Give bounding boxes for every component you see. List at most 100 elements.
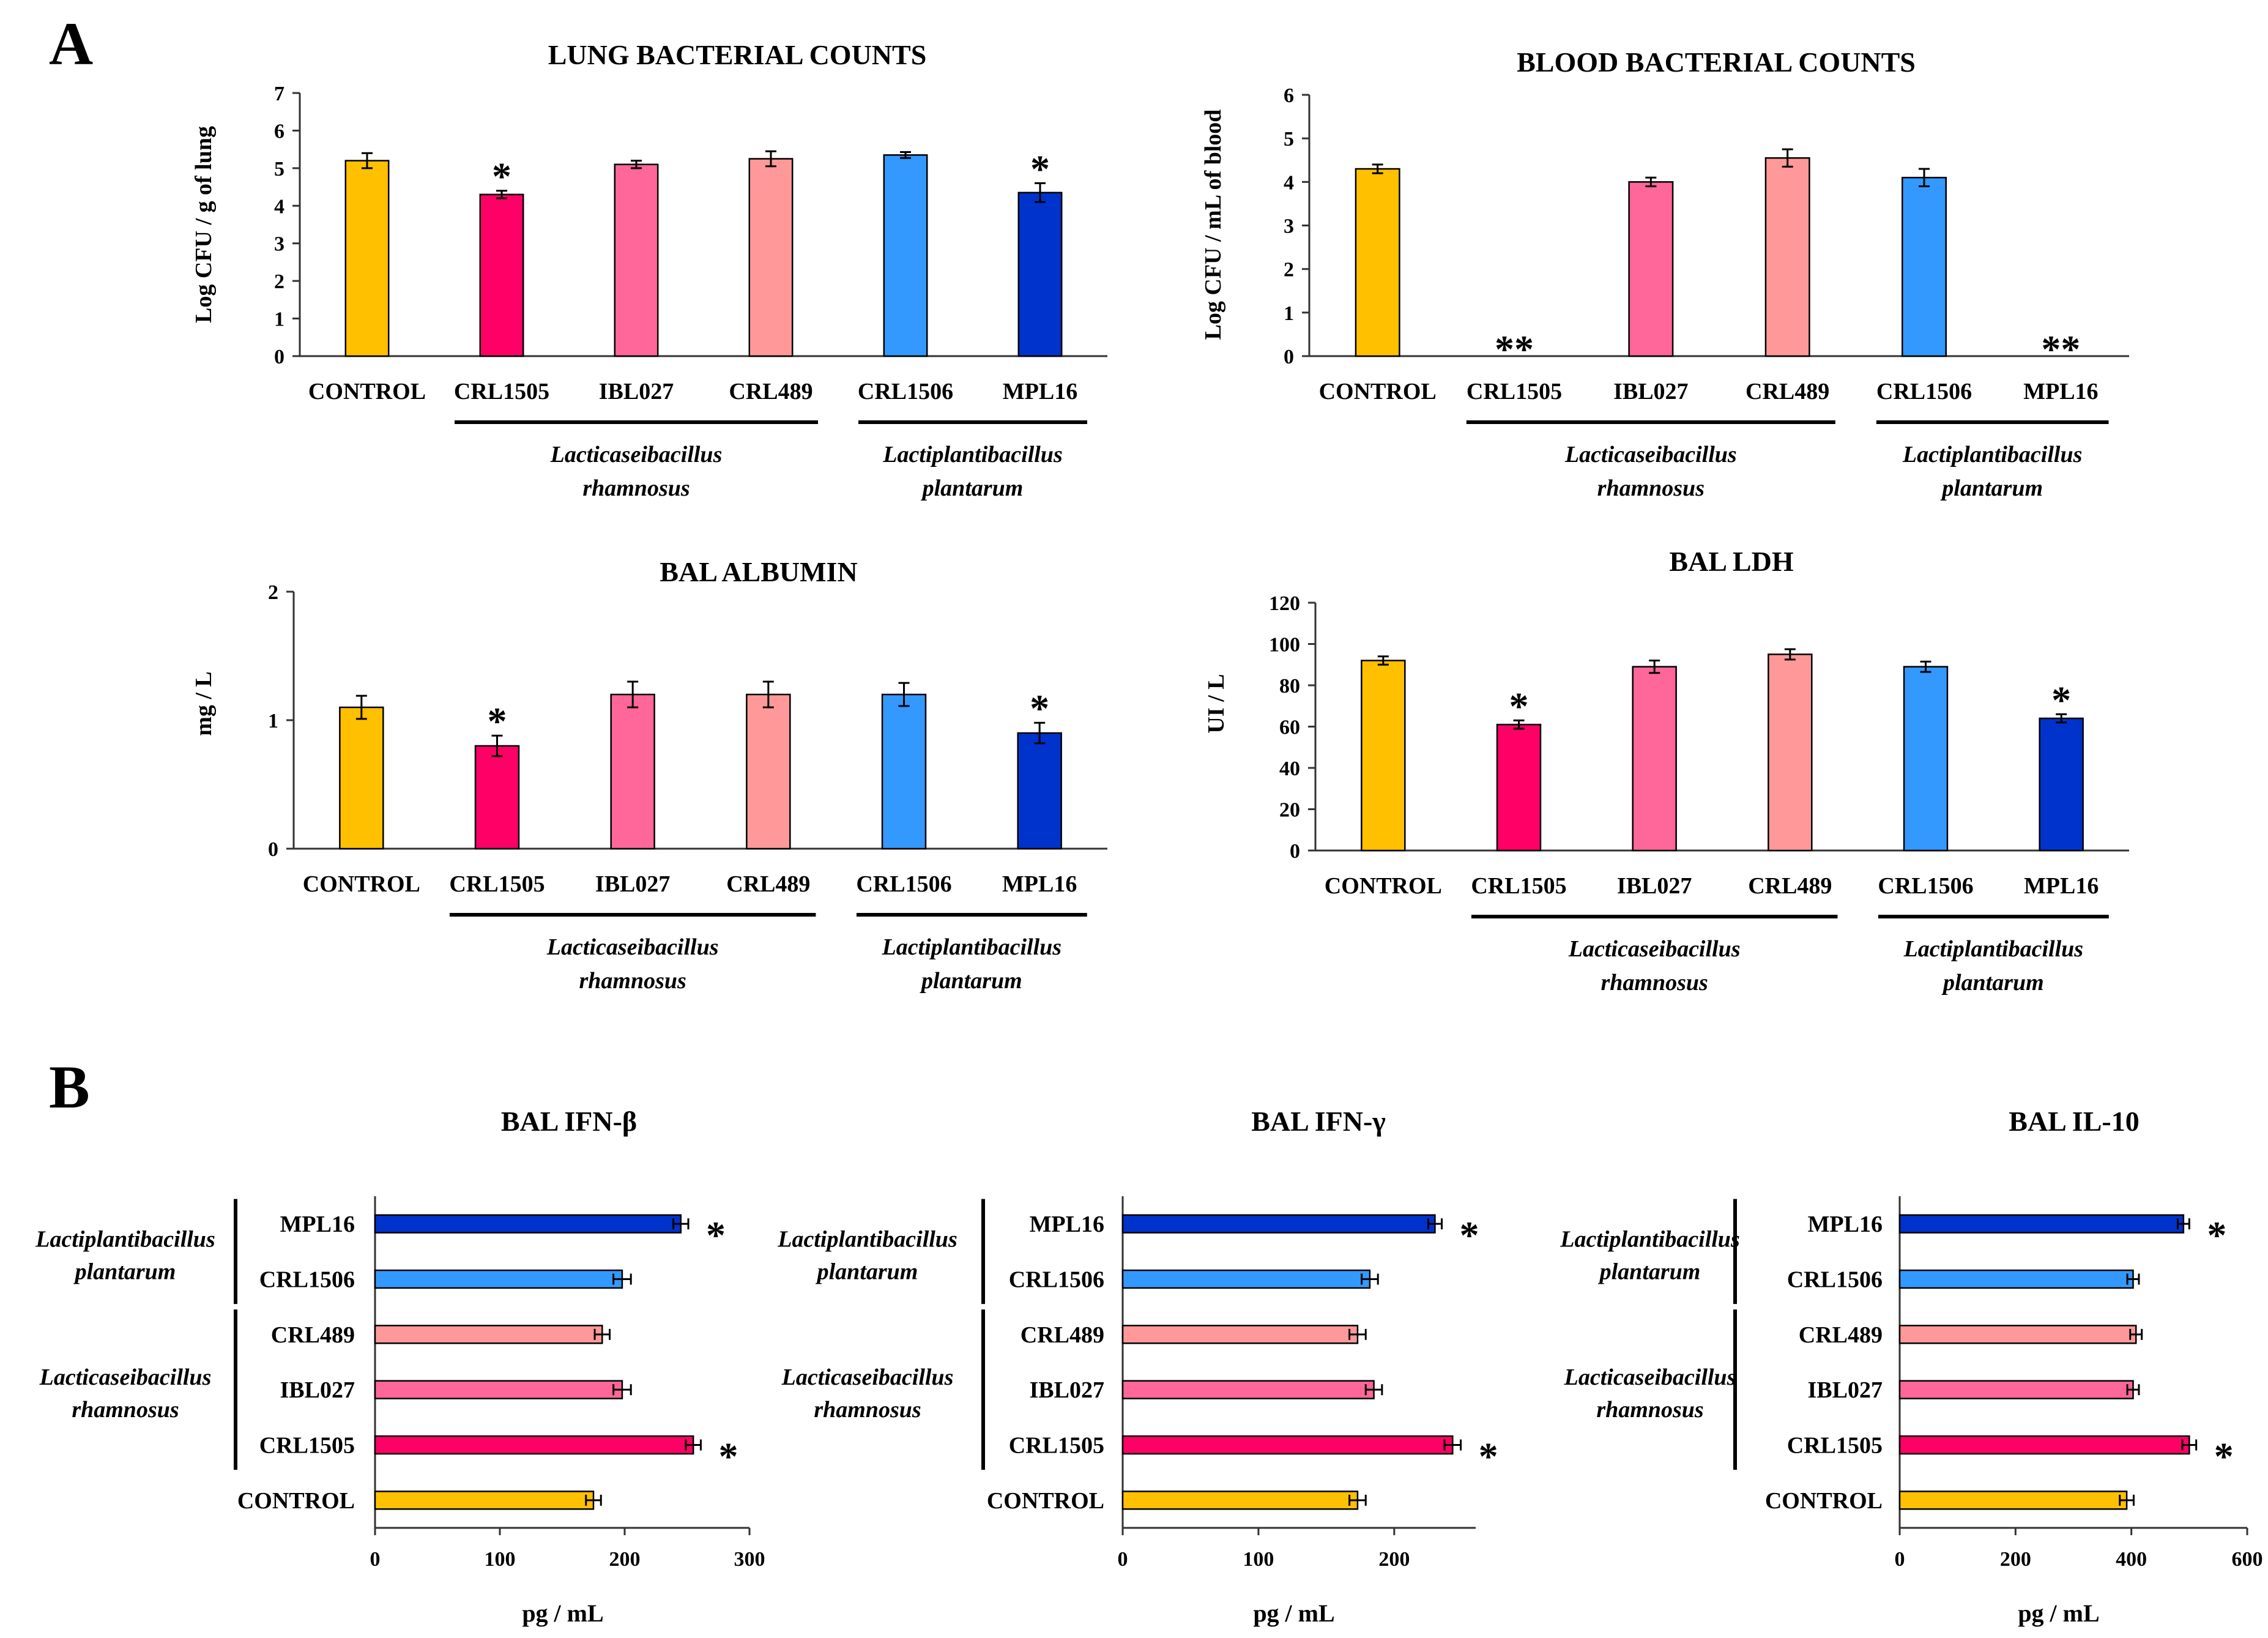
panel-label-a: A: [49, 10, 93, 78]
significance-mark: *: [2214, 1435, 2234, 1478]
bar-crl1505: [479, 193, 524, 357]
bar-mpl16: [374, 1214, 682, 1234]
category-label: CRL489: [1748, 873, 1832, 899]
bar-mpl16: [1121, 1214, 1436, 1234]
bar-ibl027: [614, 163, 659, 357]
y-tick-label: 2: [268, 581, 278, 604]
category-label: IBL027: [1617, 873, 1692, 899]
chart-5: BAL IFN-γ pg / mL 0 100 200 CONTROL * CRL1505 IB…: [777, 1106, 1498, 1627]
category-label: CRL1506: [259, 1267, 355, 1293]
category-label: MPL16: [1808, 1212, 1883, 1237]
chart-title: BAL IL-10: [2009, 1106, 2139, 1137]
group-label-plantarum: plantarum: [921, 475, 1024, 501]
group-label-rhamnosus: rhamnosus: [814, 1397, 921, 1423]
group-label-plantarum: plantarum: [1941, 970, 2044, 996]
significance-mark: *: [1460, 1213, 1479, 1257]
y-axis-label: mg / L: [191, 671, 217, 736]
bar-ibl027: [610, 693, 655, 850]
bar-mpl16: [1898, 1214, 2185, 1234]
y-tick-label: 0: [274, 346, 284, 368]
group-label-plantarum: plantarum: [920, 968, 1022, 994]
chart-title: BAL IFN-β: [501, 1106, 637, 1137]
category-label: CONTROL: [1765, 1488, 1883, 1514]
y-axis-label: UI / L: [1203, 674, 1229, 733]
y-tick-label: 1: [274, 308, 284, 331]
y-tick-label: 5: [274, 158, 284, 181]
significance-mark: *: [706, 1213, 726, 1257]
category-label: CONTROL: [1325, 873, 1442, 899]
x-tick-label: 300: [734, 1548, 765, 1571]
category-label: CRL1505: [1787, 1433, 1883, 1459]
y-tick-label: 3: [274, 233, 284, 256]
category-label: CRL1506: [858, 379, 953, 404]
chart-title: BAL IFN-γ: [1251, 1106, 1386, 1137]
y-tick-label: 0: [1284, 346, 1294, 368]
significance-mark: *: [492, 155, 511, 198]
bar-ibl027: [1628, 181, 1674, 357]
bar-crl1506: [374, 1269, 623, 1289]
bar-control: [1121, 1491, 1359, 1510]
group-label-plantarum: plantarum: [73, 1259, 176, 1284]
y-tick-label: 7: [274, 83, 284, 105]
x-tick-label: 100: [485, 1548, 516, 1571]
x-axis-label: pg / mL: [1253, 1599, 1334, 1627]
group-label-plantarum: Lactiplantibacillus: [1902, 442, 2082, 467]
group-label-rhamnosus: Lacticaseibacillus: [781, 1364, 954, 1390]
y-axis-label: Log CFU / g of lung: [191, 126, 217, 323]
bar-mpl16: [1017, 732, 1062, 850]
bar-crl1505: [1898, 1435, 2190, 1455]
x-tick-label: 200: [2000, 1548, 2031, 1571]
bar-crl1505: [474, 745, 520, 850]
bar-crl489: [1898, 1325, 2137, 1344]
y-tick-label: 3: [1284, 215, 1294, 238]
panel-label-b: B: [49, 1053, 90, 1121]
bar-crl489: [1764, 157, 1810, 357]
y-tick-label: 4: [1284, 171, 1294, 194]
category-label: CONTROL: [303, 871, 420, 897]
chart-2: BAL ALBUMIN mg / L 0 1 2 CONTROL * CRL1505 IBL02…: [191, 556, 1107, 994]
group-label-plantarum: plantarum: [1598, 1259, 1701, 1284]
group-label-plantarum: Lactiplantibacillus: [882, 934, 1061, 960]
x-tick-label: 0: [1895, 1548, 1905, 1571]
chart-4: BAL IFN-β pg / mL 0 100 200 300 CONTROL * CRL150…: [35, 1106, 765, 1627]
significance-mark: *: [488, 699, 507, 743]
category-label: CRL1505: [449, 871, 545, 897]
chart-6: BAL IL-10 pg / mL 0 200 400 600 CONTROL * CRL150…: [1560, 1106, 2262, 1627]
bar-crl1505: [1121, 1435, 1454, 1455]
y-tick-label: 1: [1284, 302, 1294, 325]
bar-crl1506: [1898, 1269, 2134, 1289]
bar-crl1506: [883, 154, 928, 357]
bar-control: [344, 160, 390, 357]
category-label: IBL027: [595, 871, 670, 897]
significance-mark: *: [2051, 678, 2071, 721]
bar-control: [1361, 660, 1406, 852]
x-tick-label: 600: [2232, 1548, 2263, 1571]
category-label: CRL489: [729, 379, 812, 404]
group-label-rhamnosus: Lacticaseibacillus: [546, 934, 719, 960]
category-label: CRL489: [1021, 1322, 1104, 1348]
bar-crl489: [746, 693, 791, 850]
x-tick-label: 200: [1378, 1548, 1410, 1571]
bar-crl1505: [374, 1435, 694, 1455]
bar-crl1506: [881, 693, 927, 850]
group-label-rhamnosus: rhamnosus: [1596, 1397, 1703, 1423]
x-tick-label: 200: [609, 1548, 641, 1571]
y-tick-label: 120: [1269, 592, 1300, 615]
category-label: IBL027: [1613, 379, 1688, 404]
bar-mpl16: [1017, 192, 1063, 357]
group-label-plantarum: Lactiplantibacillus: [1560, 1226, 1739, 1252]
bar-crl489: [748, 158, 794, 357]
y-tick-label: 0: [268, 838, 278, 861]
group-label-rhamnosus: rhamnosus: [1597, 475, 1705, 501]
chart-0: LUNG BACTERIAL COUNTS Log CFU / g of lung…: [191, 39, 1107, 501]
bar-crl1506: [1903, 666, 1949, 852]
significance-mark: **: [1495, 327, 1534, 371]
category-label: MPL16: [280, 1212, 355, 1237]
category-label: CRL1506: [856, 871, 951, 897]
category-label: CRL489: [271, 1322, 355, 1348]
bar-crl1506: [1121, 1269, 1371, 1289]
group-label-rhamnosus: Lacticaseibacillus: [1568, 936, 1741, 962]
y-tick-label: 20: [1279, 799, 1300, 822]
category-label: MPL16: [1003, 379, 1077, 404]
